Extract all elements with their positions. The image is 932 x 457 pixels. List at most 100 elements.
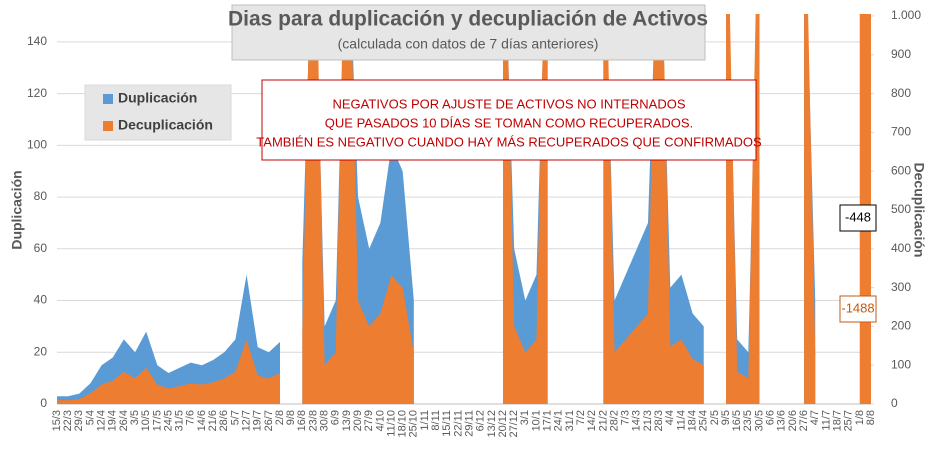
y2-tick-label: 600 [891, 163, 911, 177]
x-tick-label: 2/5 [709, 410, 721, 425]
x-tick-label: 5/7 [229, 410, 241, 425]
x-tick-label: 16/5 [731, 410, 743, 431]
x-tick-label: 14/2 [586, 410, 598, 431]
x-tick-label: 19/4 [107, 410, 119, 431]
x-tick-label: 10/5 [140, 410, 152, 431]
x-tick-label: 7/2 [575, 410, 587, 425]
callout-box [839, 295, 877, 323]
x-tick-label: 30/8 [319, 410, 331, 431]
chart-title: Dias para duplicación y decupliación de … [228, 8, 708, 31]
x-tick-label: 26/7 [263, 410, 275, 431]
y-tick-label: 60 [34, 241, 48, 255]
x-tick-label: 18/7 [831, 410, 843, 431]
y-tick-label: 0 [40, 396, 47, 410]
y-tick-label: 20 [34, 344, 48, 358]
x-tick-label: 7/3 [620, 410, 632, 425]
legend-label: Duplicación [118, 90, 197, 106]
labels: 0 20 40 60 80 100 120 140 0 100 200 300 400 500 600 700… [27, 8, 921, 437]
x-tick-label: 31/1 [564, 410, 576, 431]
x-tick-label: 6/6 [765, 410, 777, 425]
y-tick-label: 140 [27, 34, 47, 48]
y2-tick-label: 500 [891, 202, 911, 216]
callout-label: -448 [845, 209, 871, 224]
x-tick-label: 25/10 [408, 410, 420, 438]
callout-label: -1488 [841, 300, 874, 315]
x-tick-label: 29/11 [463, 410, 475, 437]
x-tick-label: 27/9 [363, 410, 375, 431]
y-axis-label: Duplicación [9, 170, 25, 249]
x-tick-label: 11/4 [675, 410, 687, 431]
y2-tick-label: 300 [891, 280, 911, 294]
x-tick-label: 20/6 [787, 410, 799, 431]
x-tick-label: 9/8 [285, 410, 297, 425]
x-tick-label: 4/7 [809, 410, 821, 425]
x-tick-label: 25/4 [698, 410, 710, 431]
x-tick-label: 13/12 [486, 410, 498, 438]
x-tick-label: 24/5 [162, 410, 174, 431]
x-tick-label: 4/4 [664, 410, 676, 425]
y2-tick-label: 1.000 [891, 8, 921, 22]
x-tick-label: 14/6 [196, 410, 208, 431]
x-tick-label: 28/2 [608, 410, 620, 431]
x-tick-label: 6/9 [330, 410, 342, 425]
note-box [261, 79, 757, 161]
x-tick-label: 3/1 [519, 410, 531, 425]
x-tick-label: 11/7 [820, 410, 832, 431]
x-tick-label: 21/6 [207, 410, 219, 431]
y2-tick-label: 200 [891, 319, 911, 333]
x-tick-label: 19/7 [252, 410, 264, 431]
x-tick-label: 11/10 [385, 410, 397, 437]
y2-tick-label: 100 [891, 357, 911, 371]
x-tick-label: 20/9 [352, 410, 364, 431]
y2-axis-label: Decuplicación [911, 163, 927, 258]
y2-tick-label: 800 [891, 86, 911, 100]
y2-tick-label: 900 [891, 47, 911, 61]
legend-label: Decuplicación [118, 117, 213, 133]
x-tick-label: 6/12 [475, 410, 487, 431]
note-line: TAMBIÉN ES NEGATIVO CUANDO HAY MÁS RECUP… [256, 134, 762, 149]
x-tick-label: 26/4 [118, 410, 130, 431]
note-line: QUE PASADOS 10 DÍAS SE TOMAN COMO RECUPE… [325, 115, 693, 130]
x-tick-label: 5/4 [84, 410, 96, 425]
x-tick-label: 8/8 [865, 410, 877, 425]
x-tick-label: 7/6 [185, 410, 197, 425]
x-tick-label: 22/3 [62, 410, 74, 431]
x-tick-label: 21/3 [642, 410, 654, 431]
x-tick-label: 15/3 [51, 410, 63, 431]
x-tick-label: 10/1 [530, 410, 542, 431]
y-tick-label: 40 [34, 293, 48, 307]
x-tick-label: 12/4 [96, 410, 108, 431]
x-tick-label: 18/10 [397, 410, 409, 438]
x-tick-label: 15/11 [441, 410, 453, 437]
x-tick-label: 28/3 [653, 410, 665, 431]
chart-subtitle: (calculada con datos de 7 días anteriore… [338, 36, 599, 52]
plot-area [57, 14, 871, 404]
x-tick-label: 17/1 [542, 410, 554, 431]
x-tick-label: 25/7 [843, 410, 855, 431]
x-tick-label: 2/8 [274, 410, 286, 425]
y-tick-label: 100 [27, 138, 47, 152]
legend-swatch [103, 121, 113, 131]
x-tick-label: 16/8 [296, 410, 308, 431]
y-tick-label: 120 [27, 86, 47, 100]
x-tick-label: 1/8 [854, 410, 866, 425]
x-tick-label: 29/3 [73, 410, 85, 431]
x-tick-label: 17/5 [151, 410, 163, 431]
x-tick-label: 14/3 [631, 410, 643, 431]
x-tick-label: 28/6 [218, 410, 230, 431]
x-tick-label: 23/8 [307, 410, 319, 431]
x-tick-label: 13/9 [341, 410, 353, 431]
x-tick-label: 27/6 [798, 410, 810, 431]
x-tick-label: 18/4 [686, 410, 698, 431]
x-tick-label: 13/6 [776, 410, 788, 431]
title-box [231, 4, 706, 61]
legend-swatch [103, 94, 113, 104]
x-tick-label: 12/7 [240, 410, 252, 431]
callout-box [839, 204, 877, 232]
y-tick-label: 80 [34, 189, 48, 203]
x-tick-label: 27/12 [508, 410, 520, 438]
x-tick-label: 31/5 [174, 410, 186, 431]
note-line: NEGATIVOS POR AJUSTE DE ACTIVOS NO INTER… [333, 96, 686, 111]
x-tick-label: 4/10 [374, 410, 386, 431]
